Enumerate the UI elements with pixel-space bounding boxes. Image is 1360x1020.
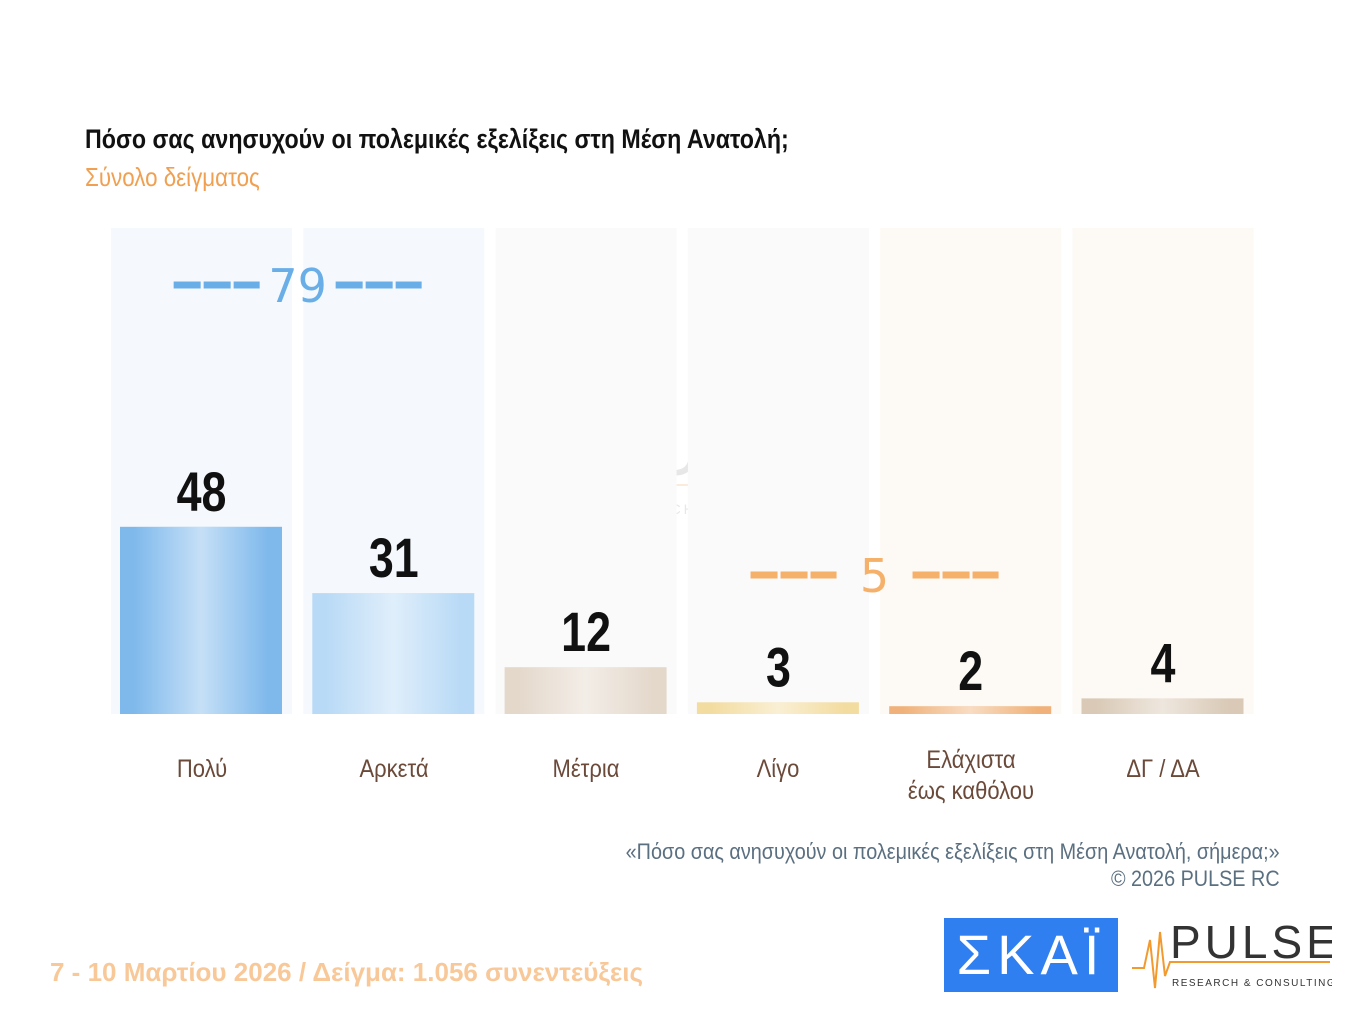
chart-note: «Πόσο σας ανησυχούν οι πολεμικές εξελίξε… [626, 838, 1280, 892]
data-label: 2 [958, 639, 983, 702]
category-label: ΔΓ / ΔΑ [1079, 754, 1246, 785]
bar-highlight [518, 667, 653, 714]
category-label: Ελάχιστα έως καθόλου [887, 745, 1054, 807]
footer-date-sample: 7 - 10 Μαρτίου 2026 / Δείγμα: 1.056 συνε… [50, 957, 644, 987]
bar-highlight [1095, 698, 1230, 714]
svg-text:RESEARCH & CONSULTING: RESEARCH & CONSULTING [1172, 978, 1332, 989]
category-label: Μέτρια [502, 754, 669, 785]
category-label: Πολύ [118, 754, 285, 785]
skai-logo: ΣΚΑΪ [944, 918, 1118, 992]
category-label-line: Αρκετά [359, 755, 429, 783]
question-text: «Πόσο σας ανησυχούν οι πολεμικές εξελίξε… [626, 839, 1280, 864]
column-background [880, 228, 1062, 714]
category-label: Λίγο [695, 754, 862, 785]
bar-highlight [710, 702, 845, 714]
group-total-label: 5 [860, 549, 889, 603]
data-label: 4 [1151, 632, 1176, 695]
category-label-line: Πολύ [176, 755, 227, 783]
column-background [495, 228, 677, 714]
data-label: 31 [369, 526, 419, 589]
data-label: 48 [177, 460, 227, 523]
chart-title: Πόσο σας ανησυχούν οι πολεμικές εξελίξει… [85, 124, 789, 154]
pulse-logo: PULSE RESEARCH & CONSULTING [1132, 918, 1332, 989]
chart-subtitle: Σύνολο δείγματος [85, 162, 260, 192]
category-label-line: Ελάχιστα [926, 746, 1016, 774]
bar-highlight [134, 526, 268, 714]
column-background [1072, 228, 1254, 714]
category-label: Αρκετά [310, 754, 477, 785]
column-background [687, 228, 869, 714]
category-label-line: Λίγο [756, 755, 800, 783]
data-label: 3 [766, 636, 791, 699]
category-label-line: έως καθόλου [907, 777, 1034, 805]
category-label-line: Μέτρια [552, 755, 620, 783]
group-total-label: 79 [268, 259, 327, 313]
copyright-text: © 2026 PULSE RC [1111, 866, 1280, 891]
category-label-line: ΔΓ / ΔΑ [1126, 755, 1200, 783]
data-label: 12 [561, 600, 611, 663]
bar-highlight [326, 593, 461, 714]
bar-highlight [903, 706, 1038, 714]
svg-text:PULSE: PULSE [1170, 918, 1332, 968]
